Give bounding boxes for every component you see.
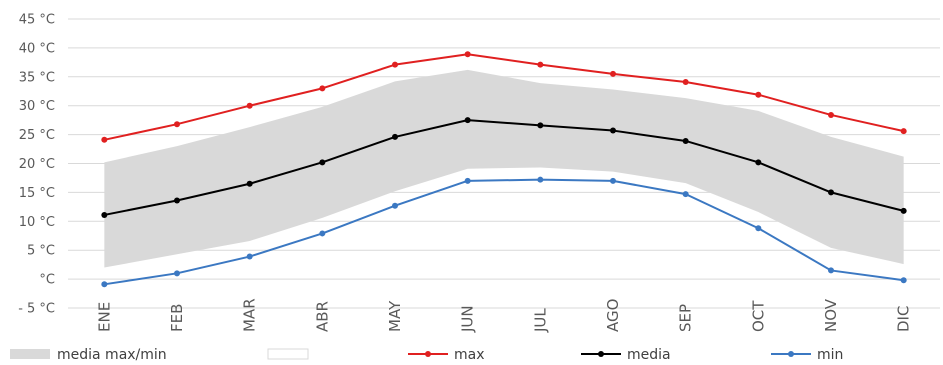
point-min bbox=[174, 270, 180, 277]
point-max bbox=[101, 136, 108, 143]
y-tick-label: 35 °C bbox=[19, 70, 55, 85]
y-axis-labels: - 5 °C °C 5 °C 10 °C 15 °C 20 °C 25 °C 30 °C 35 … bbox=[18, 13, 55, 317]
y-tick-label: 30 °C bbox=[19, 99, 55, 114]
x-tick-label: MAR bbox=[241, 298, 259, 332]
legend: media max/min max media min bbox=[10, 347, 843, 363]
point-media bbox=[464, 117, 471, 124]
point-min bbox=[828, 267, 834, 274]
point-media bbox=[610, 127, 616, 134]
x-tick-label: JUL bbox=[531, 308, 549, 333]
point-media bbox=[392, 133, 398, 140]
x-tick-label: ENE bbox=[95, 302, 113, 332]
x-tick-label: SEP bbox=[677, 304, 695, 332]
point-min bbox=[392, 202, 398, 209]
point-max bbox=[900, 128, 907, 135]
point-min bbox=[101, 281, 108, 288]
point-media bbox=[900, 207, 907, 214]
point-media bbox=[537, 122, 544, 129]
series-line-media bbox=[104, 119, 904, 216]
point-media bbox=[319, 159, 326, 166]
point-max bbox=[464, 51, 471, 58]
x-tick-label: FEB bbox=[168, 304, 186, 332]
point-min bbox=[900, 277, 907, 284]
y-tick-label: °C bbox=[39, 273, 55, 288]
x-tick-label: MAY bbox=[386, 300, 404, 332]
point-min bbox=[464, 177, 471, 184]
x-tick-label: AGO bbox=[604, 299, 622, 332]
point-min bbox=[610, 177, 616, 184]
legend-marker-max bbox=[425, 351, 431, 357]
point-min bbox=[755, 225, 762, 232]
point-max bbox=[755, 91, 762, 98]
point-min bbox=[246, 253, 253, 260]
point-max bbox=[392, 61, 398, 68]
legend-label-max: max bbox=[454, 347, 485, 363]
series-line-min bbox=[104, 178, 904, 286]
x-tick-label: OCT bbox=[749, 300, 767, 332]
y-tick-label: 20 °C bbox=[19, 157, 55, 172]
point-media bbox=[174, 197, 180, 204]
y-tick-label: 45 °C bbox=[19, 13, 55, 28]
legend-swatch-blank bbox=[267, 348, 309, 360]
y-tick-label: 40 °C bbox=[19, 41, 55, 56]
x-tick-label: DIC bbox=[895, 306, 913, 332]
point-media bbox=[755, 159, 762, 166]
x-tick-label: ABR bbox=[313, 301, 331, 332]
x-tick-label: JUN bbox=[459, 305, 477, 333]
y-tick-label: 5 °C bbox=[27, 244, 55, 259]
legend-swatch-band bbox=[10, 349, 50, 359]
point-max bbox=[610, 70, 616, 77]
x-tick-label: NOV bbox=[822, 298, 840, 332]
point-media bbox=[101, 211, 108, 218]
point-max bbox=[246, 102, 253, 109]
series-lines bbox=[101, 51, 907, 288]
band-area bbox=[104, 69, 904, 268]
series-line-max bbox=[104, 53, 904, 141]
legend-label-band: media max/min bbox=[57, 347, 167, 363]
legend-label-min: min bbox=[817, 347, 843, 363]
point-min bbox=[319, 230, 326, 237]
point-max bbox=[174, 121, 180, 128]
point-min bbox=[682, 191, 689, 198]
min-max-band bbox=[104, 69, 904, 268]
point-min bbox=[537, 176, 544, 183]
point-max bbox=[828, 111, 834, 118]
x-axis-labels: ENE FEB MAR ABR MAY JUN JUL AGO SEP OCT NOV DIC bbox=[95, 298, 912, 333]
point-max bbox=[319, 85, 326, 92]
legend-label-media: media bbox=[627, 347, 671, 363]
point-media bbox=[682, 137, 689, 144]
y-tick-label: 15 °C bbox=[19, 186, 55, 201]
point-media bbox=[828, 189, 834, 196]
point-media bbox=[246, 180, 253, 187]
point-max bbox=[537, 61, 544, 68]
legend-marker-min bbox=[788, 351, 794, 357]
y-tick-label: 10 °C bbox=[19, 215, 55, 230]
point-max bbox=[682, 79, 689, 86]
y-tick-label: - 5 °C bbox=[18, 302, 55, 317]
legend-marker-media bbox=[598, 351, 604, 357]
y-tick-label: 25 °C bbox=[19, 128, 55, 143]
